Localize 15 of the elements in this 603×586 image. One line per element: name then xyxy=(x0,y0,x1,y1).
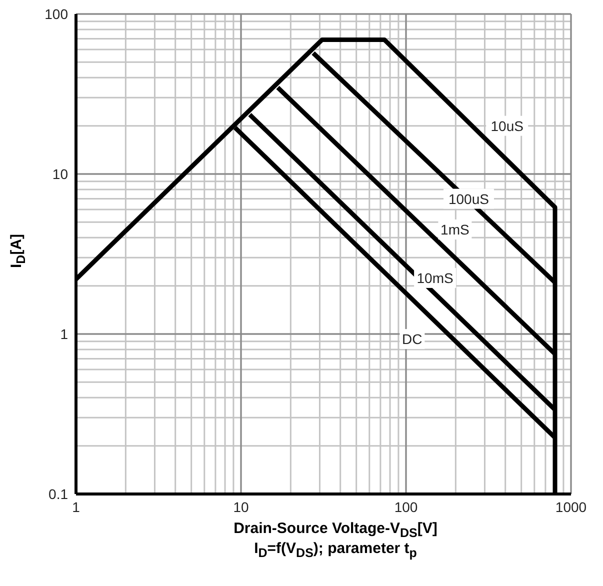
x-tick-label: 100 xyxy=(394,498,418,515)
annotation: 10uS xyxy=(490,118,524,134)
annotation: DC xyxy=(402,331,422,348)
annotation: 100uS xyxy=(448,190,489,207)
annotation: 1mS xyxy=(440,221,470,238)
y-tick-label: 10 xyxy=(52,166,68,182)
y-tick-label: 1 xyxy=(60,326,68,342)
x-tick-label: 1 xyxy=(72,498,80,515)
x-axis-title: Drain-Source Voltage-V$_{DS}$[V] xyxy=(232,520,438,540)
y-tick-label: 0.1 xyxy=(48,486,68,502)
text: I$_{D}$=f(V$_{DS}$); parameter t$_{p}$ xyxy=(253,540,418,560)
x-tick-label: 10 xyxy=(233,498,249,515)
annotation: 10mS xyxy=(416,270,454,286)
y-tick-label: 100 xyxy=(44,6,68,22)
x-tick-label: 1000 xyxy=(555,498,587,515)
